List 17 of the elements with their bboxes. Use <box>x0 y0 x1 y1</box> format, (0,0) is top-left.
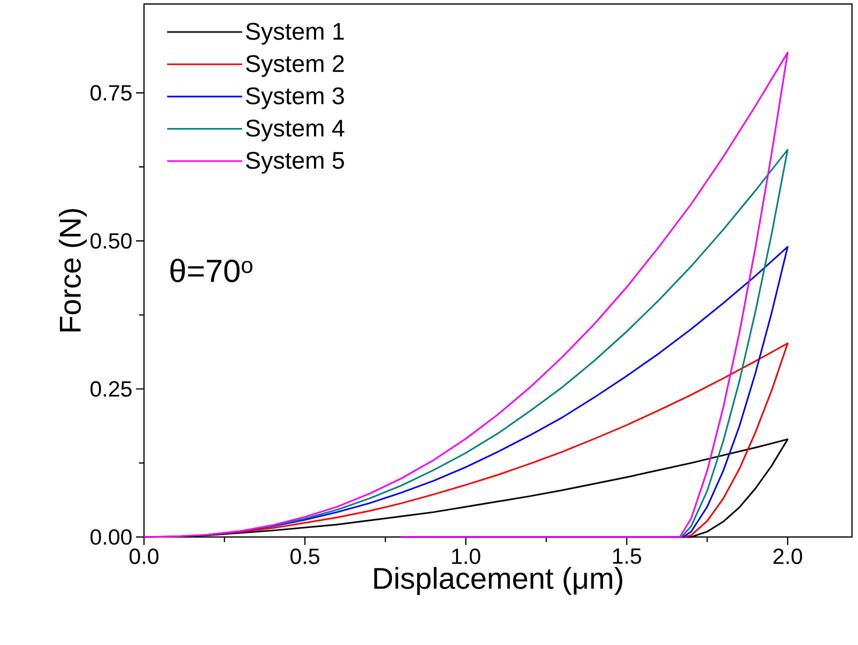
legend-label: System 4 <box>246 120 344 142</box>
y-tick-label: 0.25 <box>90 381 132 397</box>
legend-label: System 3 <box>246 87 344 110</box>
y-tick-label: 0.00 <box>90 529 132 545</box>
x-tick-label: 1.5 <box>613 548 642 564</box>
x-tick-label: 2.0 <box>773 548 802 564</box>
x-tick-label: 0.0 <box>130 548 158 564</box>
annotation: θ=70$^{o}$ <box>170 258 252 282</box>
legend-label: System 2 <box>246 55 344 77</box>
y-axis-title: Force (N) <box>58 209 87 332</box>
y-tick-label: 0.75 <box>90 85 132 101</box>
x-tick-label: 0.5 <box>290 548 320 564</box>
x-axis-title: Displacement (μm) <box>374 566 622 595</box>
x-tick-label: 1.0 <box>452 548 480 564</box>
legend-label: System 5 <box>246 152 344 174</box>
legend-label: System 1 <box>246 22 344 45</box>
y-tick-label: 0.50 <box>90 233 132 249</box>
